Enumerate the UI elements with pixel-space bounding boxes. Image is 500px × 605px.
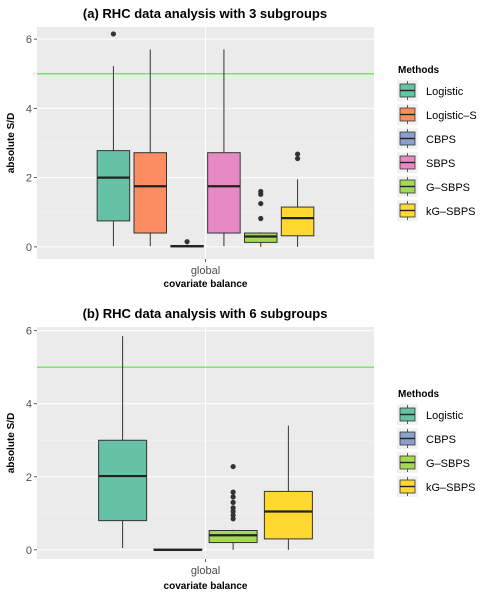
boxplot-sbps: [207, 49, 241, 247]
box: [98, 439, 148, 522]
legend-item: Logistic: [397, 404, 464, 425]
boxplot-logistic-s: [133, 49, 167, 247]
legend-title: Methods: [398, 65, 440, 76]
box: [207, 152, 241, 234]
outlier-point: [110, 31, 117, 37]
legend-label: G–SBPS: [426, 458, 470, 470]
legend-label: kG–SBPS: [426, 206, 476, 218]
legend-label: kG–SBPS: [426, 482, 476, 494]
legend: Methods Logistic Logistic–S CBPS SBPS G–SBPS…: [397, 65, 477, 221]
y-tick-label: 6: [26, 326, 32, 338]
legend-item: CBPS: [397, 428, 456, 449]
y-tick-label: 2: [26, 173, 32, 185]
outlier-point: [230, 494, 236, 500]
legend-item: Logistic: [397, 80, 464, 101]
outlier-point: [230, 489, 236, 495]
boxplot-logistic: [96, 31, 131, 247]
outlier-point: [230, 508, 236, 515]
x-tick-label: global: [191, 565, 220, 577]
y-tick-label: 4: [26, 399, 32, 411]
boxplot-logistic: [98, 336, 148, 549]
legend-label: Logistic–S: [426, 110, 477, 122]
x-tick-label: global: [191, 265, 220, 277]
box: [280, 206, 315, 237]
chart-panel-a: (a) RHC data analysis with 3 subgroups 0…: [6, 6, 477, 290]
outlier-point: [230, 512, 236, 518]
box: [96, 150, 131, 222]
boxplot-kg-sbps: [263, 425, 313, 550]
y-tick-label: 6: [26, 34, 32, 46]
legend-item: CBPS: [397, 128, 456, 149]
legend-item: G–SBPS: [397, 452, 470, 473]
outlier-point: [230, 516, 236, 522]
y-axis-title: absolute S/D: [6, 413, 17, 474]
legend-item: kG–SBPS: [397, 200, 476, 221]
legend-title: Methods: [398, 389, 440, 400]
legend-item: G–SBPS: [397, 176, 470, 197]
boxplot-cbps: [153, 548, 203, 551]
outlier-point: [184, 239, 190, 245]
box: [244, 232, 278, 243]
x-axis-title: covariate balance: [164, 581, 248, 592]
y-tick-label: 2: [26, 472, 32, 484]
chart-title: (a) RHC data analysis with 3 subgroups: [83, 6, 327, 21]
outlier-point: [258, 200, 264, 207]
chart-panel-b: (b) RHC data analysis with 6 subgroups 0…: [6, 306, 476, 592]
legend: Methods Logistic CBPS G–SBPS kG–SBPS: [397, 389, 476, 497]
chart-title: (b) RHC data analysis with 6 subgroups: [83, 306, 328, 321]
outlier-point: [294, 155, 301, 162]
box: [133, 152, 167, 234]
legend-label: Logistic: [426, 410, 464, 422]
boxplot-g-sbps: [244, 188, 278, 247]
legend-item: Logistic–S: [397, 104, 477, 125]
outlier-point: [230, 505, 236, 511]
legend-label: Logistic: [426, 86, 464, 98]
legend-label: SBPS: [426, 158, 455, 170]
boxplot-kg-sbps: [280, 151, 315, 247]
outlier-point: [294, 151, 301, 157]
legend-label: CBPS: [426, 434, 456, 446]
legend-label: CBPS: [426, 134, 456, 146]
y-axis-title: absolute S/D: [6, 113, 17, 174]
outlier-point: [230, 499, 236, 505]
outlier-point: [258, 215, 264, 222]
outlier-point: [230, 463, 236, 470]
y-tick-label: 4: [26, 103, 32, 115]
y-tick-label: 0: [26, 242, 32, 254]
box: [263, 490, 313, 540]
x-axis-title: covariate balance: [164, 279, 248, 290]
legend-item: kG–SBPS: [397, 476, 476, 497]
legend-item: SBPS: [397, 152, 455, 173]
box: [208, 530, 258, 544]
boxplot-cbps: [170, 239, 204, 248]
y-tick-label: 0: [26, 545, 32, 557]
legend-label: G–SBPS: [426, 182, 470, 194]
outlier-point: [258, 188, 264, 195]
boxplot-g-sbps: [208, 463, 258, 550]
